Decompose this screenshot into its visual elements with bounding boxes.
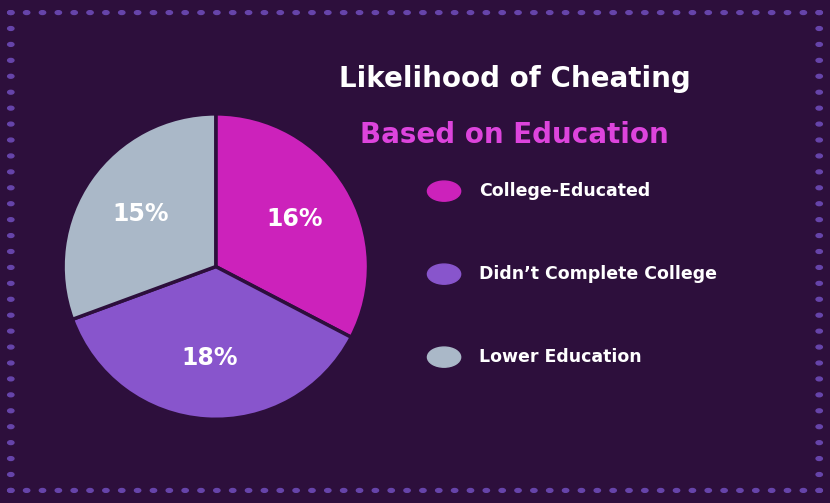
Text: Lower Education: Lower Education bbox=[479, 348, 642, 366]
Wedge shape bbox=[72, 267, 351, 420]
Text: Based on Education: Based on Education bbox=[360, 121, 669, 149]
Text: 15%: 15% bbox=[112, 202, 168, 226]
Wedge shape bbox=[63, 114, 216, 319]
Wedge shape bbox=[216, 114, 369, 337]
Text: Likelihood of Cheating: Likelihood of Cheating bbox=[339, 65, 691, 94]
Text: Didn’t Complete College: Didn’t Complete College bbox=[479, 265, 717, 283]
Text: College-Educated: College-Educated bbox=[479, 182, 650, 200]
Text: 18%: 18% bbox=[182, 346, 238, 370]
Text: 16%: 16% bbox=[266, 207, 322, 231]
